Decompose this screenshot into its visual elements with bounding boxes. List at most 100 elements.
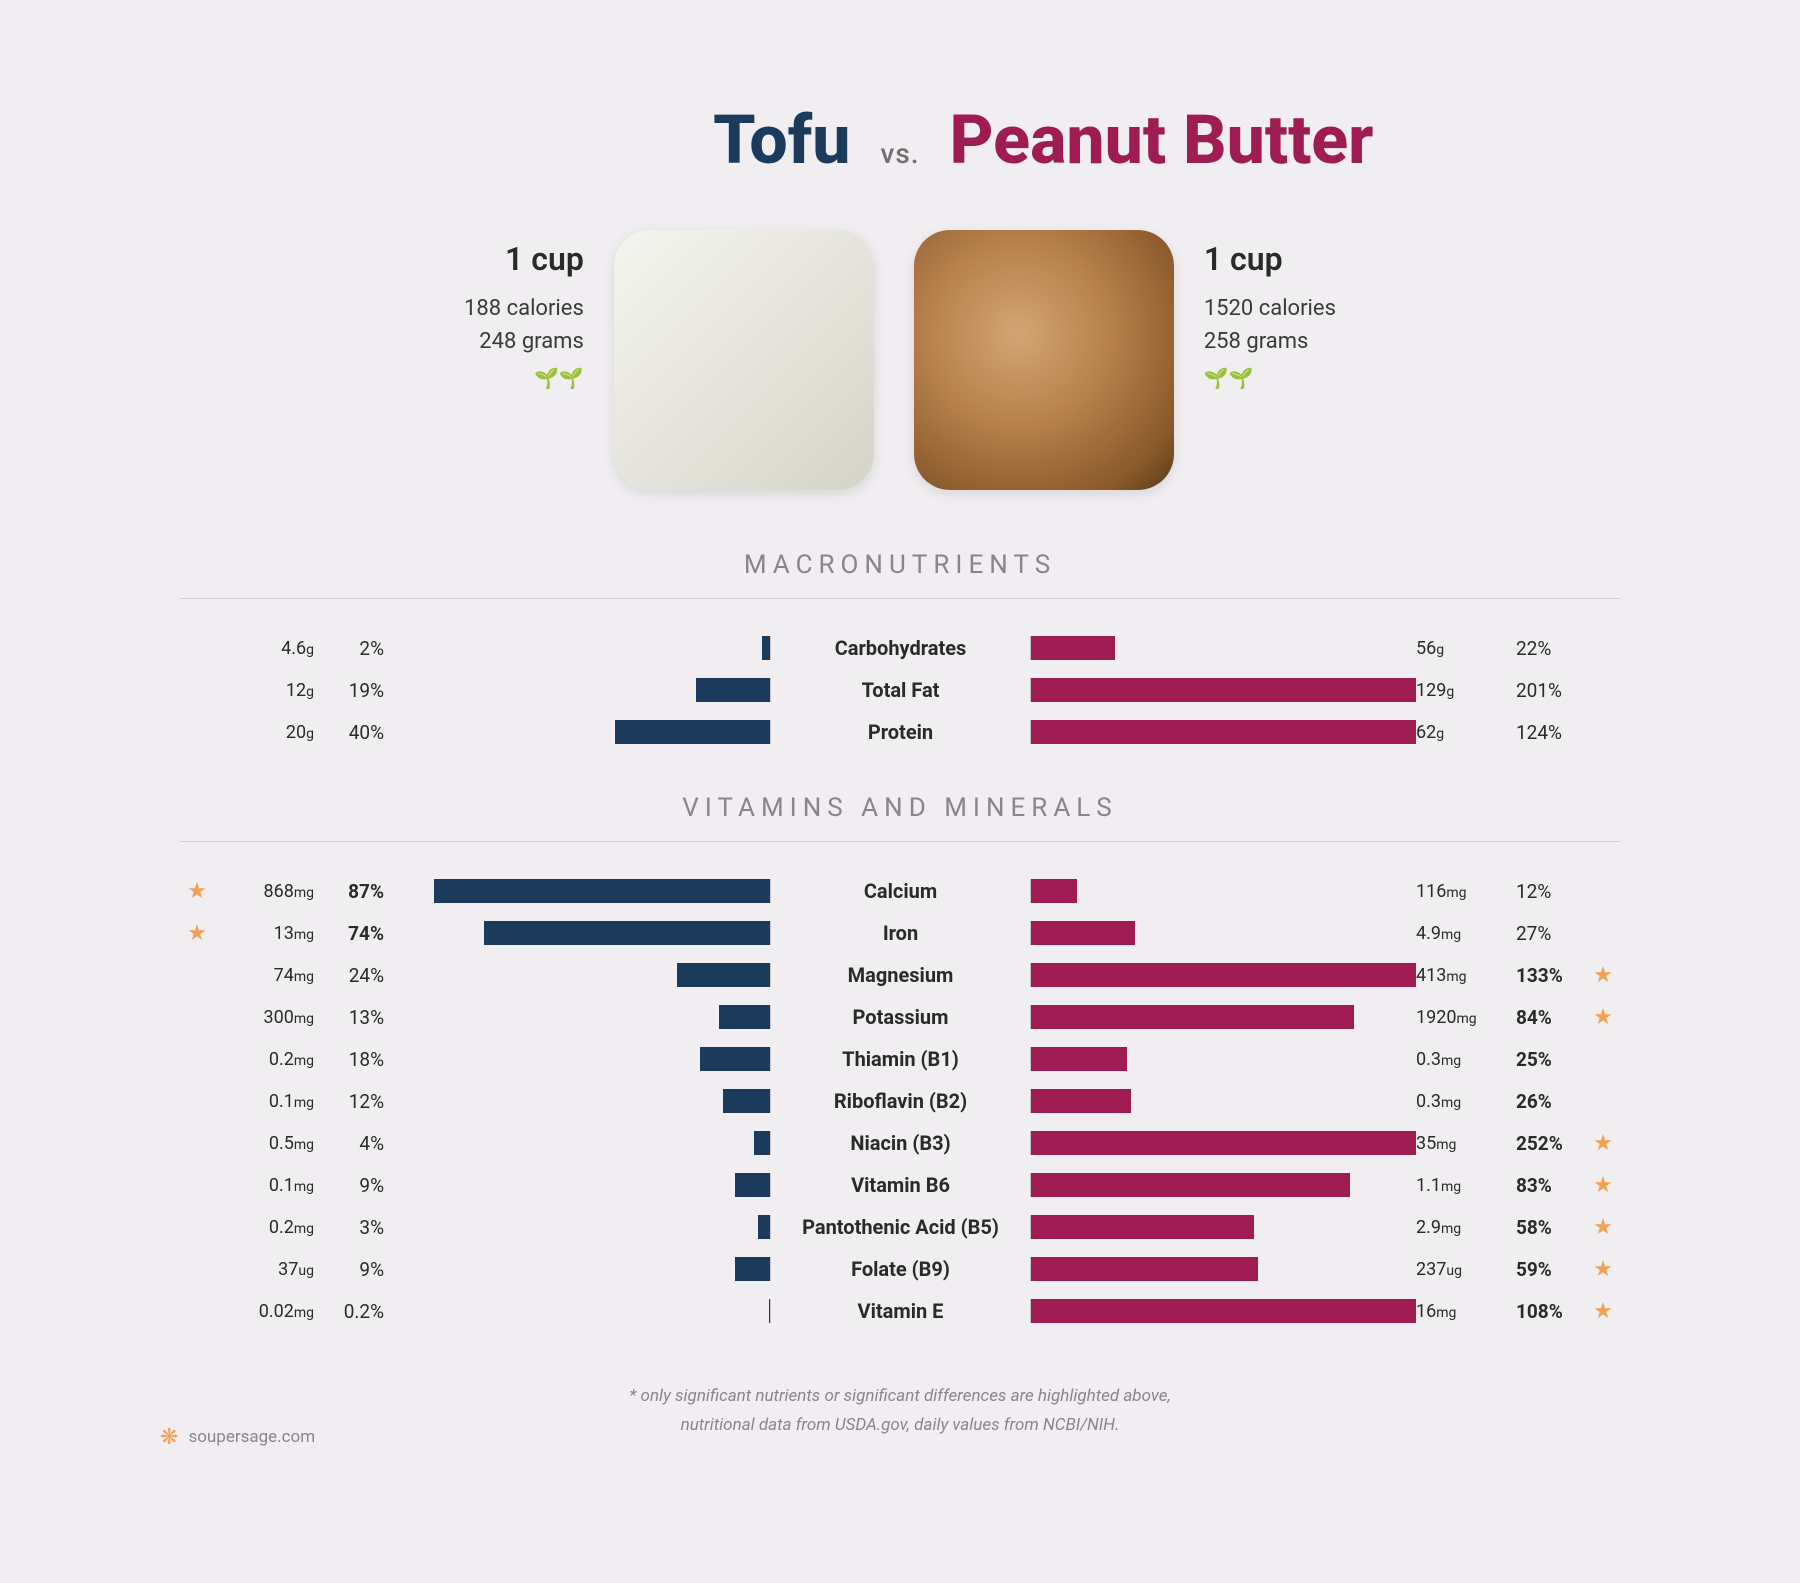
nutrient-row: 4.6g2%Carbohydrates56g22% [180,627,1620,669]
bar-wrap-right [1030,1047,1417,1071]
section-divider [180,598,1620,599]
star-icon: ★ [1586,1299,1620,1324]
amount-right: 1.1mg [1416,1175,1516,1196]
title-vs: vs. [880,137,919,170]
nutrient-label: Vitamin B6 [771,1173,1031,1197]
star-icon: ★ [1586,1257,1620,1282]
nutrient-row: 0.02mg0.2%Vitamin E16mg108%★ [180,1290,1620,1332]
bar-right [1031,963,1417,987]
bar-left [700,1047,769,1071]
food-block-left: 1 cup 188 calories 248 grams 🌱🌱 [464,230,874,490]
bar-wrap-right [1030,720,1417,744]
bar-left [696,678,769,702]
star-icon: ★ [1586,1173,1620,1198]
food-image-right [914,230,1174,490]
percent-right: 133% [1516,964,1586,987]
bar-wrap-left [384,921,771,945]
percent-left: 13% [314,1006,384,1029]
amount-right: 62g [1416,722,1516,743]
percent-right: 27% [1516,922,1586,945]
nutrient-label: Total Fat [771,678,1031,702]
percent-left: 2% [314,637,384,660]
bar-wrap-left [384,1131,771,1155]
serving-left: 1 cup [464,240,584,278]
bar-left [754,1131,769,1155]
bar-wrap-left [384,636,771,660]
bar-wrap-left [384,1257,771,1281]
nutrient-label: Calcium [771,879,1031,903]
bar-right [1031,720,1417,744]
footnote-line: * only significant nutrients or signific… [180,1382,1620,1411]
percent-left: 4% [314,1132,384,1155]
bar-right [1031,1047,1127,1071]
amount-right: 16mg [1416,1301,1516,1322]
bar-wrap-left [384,678,771,702]
percent-left: 0.2% [314,1300,384,1323]
bar-right [1031,1005,1355,1029]
percent-right: 83% [1516,1174,1586,1197]
percent-left: 3% [314,1216,384,1239]
bar-wrap-right [1030,1089,1417,1113]
percent-right: 201% [1516,679,1586,702]
percent-right: 84% [1516,1006,1586,1029]
bar-right [1031,678,1417,702]
nutrient-label: Thiamin (B1) [771,1047,1031,1071]
bar-wrap-right [1030,1173,1417,1197]
amount-left: 4.6g [214,638,314,659]
grams-right: 258 grams [1204,329,1336,354]
bar-wrap-left [384,963,771,987]
amount-left: 0.5mg [214,1133,314,1154]
bar-wrap-left [384,1215,771,1239]
footnote-line: nutritional data from USDA.gov, daily va… [180,1411,1620,1440]
nutrient-label: Niacin (B3) [771,1131,1031,1155]
nutrient-label: Iron [771,921,1031,945]
bar-wrap-right [1030,963,1417,987]
nutrient-row: 0.5mg4%Niacin (B3)35mg252%★ [180,1122,1620,1164]
amount-left: 300mg [214,1007,314,1028]
star-icon: ★ [1586,1131,1620,1156]
calories-left: 188 calories [464,296,584,321]
amount-right: 0.3mg [1416,1091,1516,1112]
vitamins-chart: ★868mg87%Calcium116mg12%★13mg74%Iron4.9m… [180,870,1620,1332]
amount-left: 0.02mg [214,1301,314,1322]
bar-left [719,1005,769,1029]
amount-left: 0.1mg [214,1091,314,1112]
bar-wrap-right [1030,636,1417,660]
bar-left [615,720,769,744]
amount-left: 0.2mg [214,1049,314,1070]
food-stats-left: 1 cup 188 calories 248 grams 🌱🌱 [464,230,584,390]
bar-left [762,636,770,660]
percent-left: 12% [314,1090,384,1113]
amount-left: 868mg [214,881,314,902]
amount-left: 0.2mg [214,1217,314,1238]
amount-right: 129g [1416,680,1516,701]
nutrient-row: 300mg13%Potassium1920mg84%★ [180,996,1620,1038]
food-title-right: Peanut Butter [950,100,1620,180]
nutrient-row: 0.1mg9%Vitamin B61.1mg83%★ [180,1164,1620,1206]
percent-left: 9% [314,1258,384,1281]
bar-left [723,1089,769,1113]
food-summary-row: 1 cup 188 calories 248 grams 🌱🌱 1 cup 15… [180,230,1620,490]
amount-right: 237ug [1416,1259,1516,1280]
bar-right [1031,636,1116,660]
bar-wrap-left [384,1173,771,1197]
amount-right: 4.9mg [1416,923,1516,944]
percent-right: 252% [1516,1132,1586,1155]
percent-right: 59% [1516,1258,1586,1281]
percent-right: 124% [1516,721,1586,744]
food-stats-right: 1 cup 1520 calories 258 grams 🌱🌱 [1204,230,1336,390]
bar-left [758,1215,770,1239]
bar-left [735,1173,770,1197]
bar-wrap-left [384,1299,771,1323]
section-title-macros: MACRONUTRIENTS [180,550,1620,580]
bar-wrap-left [384,1047,771,1071]
bar-wrap-right [1030,1299,1417,1323]
macros-chart: 4.6g2%Carbohydrates56g22%12g19%Total Fat… [180,627,1620,753]
bar-right [1031,1173,1351,1197]
nutrient-label: Carbohydrates [771,636,1031,660]
bar-wrap-right [1030,1257,1417,1281]
percent-right: 22% [1516,637,1586,660]
bar-right [1031,1299,1417,1323]
amount-right: 1920mg [1416,1007,1516,1028]
title-row: Tofu vs. Peanut Butter [180,100,1620,180]
